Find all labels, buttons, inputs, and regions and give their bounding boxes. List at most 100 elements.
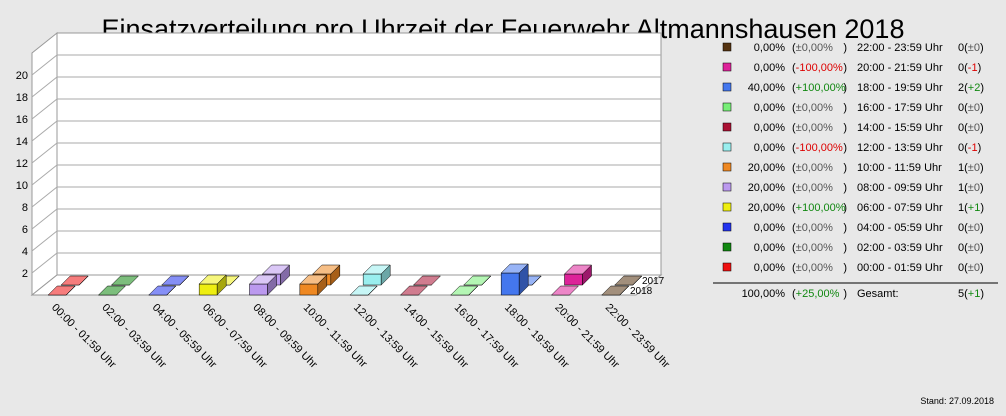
legend-change: (±0,00% <box>792 182 833 194</box>
grid-line <box>31 230 661 252</box>
grid-line <box>31 98 661 120</box>
legend-pct: 0,00% <box>754 142 785 154</box>
legend-count: 1(+1) <box>958 202 984 214</box>
series-label-2018: 2018 <box>630 286 653 297</box>
legend-range: 04:00 - 05:59 Uhr <box>857 222 943 234</box>
bar-2017 <box>60 275 89 286</box>
legend-pct: 0,00% <box>754 242 785 254</box>
total-delta: +1 <box>968 288 981 300</box>
legend-row: 40,00% (+100,00%) 18:00 - 19:59 Uhr 2(+2) <box>722 82 984 94</box>
legend-change-value: ±0,00% <box>796 42 833 54</box>
legend: 0,00% (±0,00%) 22:00 - 23:59 Uhr 0(±0)0,00%… <box>713 42 998 300</box>
legend-pct: 20,00% <box>748 182 786 194</box>
legend-count: 0(±0) <box>958 102 984 114</box>
legend-swatch <box>722 242 732 252</box>
legend-pct: 0,00% <box>754 62 785 74</box>
legend-swatch <box>722 142 732 152</box>
legend-count: 0(±0) <box>958 242 984 254</box>
bar-2018 <box>97 285 127 296</box>
legend-close: ) <box>843 262 847 274</box>
bar-2018 <box>450 285 479 296</box>
legend-swatch <box>722 182 732 192</box>
legend-count: 0(-1) <box>958 142 981 154</box>
legend-row: 0,00% (±0,00%) 04:00 - 05:59 Uhr 0(±0) <box>722 222 984 234</box>
legend-row: 0,00% (±0,00%) 00:00 - 01:59 Uhr 0(±0) <box>722 262 984 274</box>
legend-row: 0,00% (±0,00%) 02:00 - 03:59 Uhr 0(±0) <box>722 242 984 254</box>
legend-delta: ±0 <box>968 162 980 174</box>
legend-delta: ±0 <box>968 122 980 134</box>
legend-close: ) <box>843 122 847 134</box>
legend-change: (±0,00% <box>792 262 833 274</box>
legend-change-value: +100,00% <box>796 202 846 214</box>
legend-change-value: -100,00% <box>796 142 843 154</box>
total-change: (+25,00% <box>792 288 840 300</box>
bar-2017 <box>412 275 442 286</box>
legend-pct: 20,00% <box>748 162 786 174</box>
legend-pct: 0,00% <box>754 42 785 54</box>
y-tick-label: 2 <box>22 268 28 280</box>
y-tick-label: 6 <box>22 224 28 236</box>
legend-change-value: ±0,00% <box>796 102 833 114</box>
legend-swatch <box>722 62 732 72</box>
legend-close: ) <box>843 42 847 54</box>
legend-swatch <box>722 262 732 272</box>
legend-pct: 0,00% <box>754 102 785 114</box>
grid-line <box>31 164 661 186</box>
legend-row: 20,00% (+100,00%) 06:00 - 07:59 Uhr 1(+1) <box>722 202 984 214</box>
bar-2017 <box>463 275 492 286</box>
legend-count: 0(±0) <box>958 222 984 234</box>
legend-count: 1(±0) <box>958 182 984 194</box>
grid-line <box>31 142 661 164</box>
grid-line <box>31 186 661 208</box>
legend-change-value: ±0,00% <box>796 222 833 234</box>
y-tick-label: 10 <box>16 180 28 192</box>
legend-change: (+100,00% <box>792 82 846 94</box>
legend-close: ) <box>843 222 847 234</box>
y-tick-label: 16 <box>16 114 28 126</box>
bar-2018 <box>399 285 429 296</box>
bar-2018 <box>47 285 76 296</box>
legend-close: ) <box>843 162 847 174</box>
total-count: 5(+1) <box>958 288 984 300</box>
legend-count: 0(±0) <box>958 122 984 134</box>
grid-line <box>31 252 661 274</box>
legend-close: ) <box>843 242 847 254</box>
total-label: Gesamt: <box>857 288 899 300</box>
legend-close: ) <box>843 82 847 94</box>
legend-row: 0,00% (±0,00%) 14:00 - 15:59 Uhr 0(±0) <box>722 122 984 134</box>
legend-change-value: ±0,00% <box>796 242 833 254</box>
legend-count: 1(±0) <box>958 162 984 174</box>
bar-2017 <box>110 275 140 286</box>
legend-delta: ±0 <box>968 262 980 274</box>
legend-change-value: ±0,00% <box>796 162 833 174</box>
legend-row: 0,00% (-100,00%) 20:00 - 21:59 Uhr 0(-1) <box>722 62 981 74</box>
legend-change: (±0,00% <box>792 242 833 254</box>
legend-delta: +1 <box>968 202 981 214</box>
legend-swatch <box>722 222 732 232</box>
legend-swatch <box>722 202 732 212</box>
legend-change-value: +100,00% <box>796 82 846 94</box>
bar-2017 <box>362 264 391 286</box>
legend-row: 0,00% (±0,00%) 16:00 - 17:59 Uhr 0(±0) <box>722 102 984 114</box>
legend-delta: +2 <box>968 82 981 94</box>
y-tick-label: 12 <box>16 158 28 170</box>
plot-back-wall <box>56 32 662 276</box>
legend-range: 14:00 - 15:59 Uhr <box>857 122 943 134</box>
y-tick-label: 8 <box>22 202 28 214</box>
legend-change-value: ±0,00% <box>796 182 833 194</box>
y-tick-label: 18 <box>16 92 28 104</box>
legend-change: (-100,00% <box>792 62 843 74</box>
legend-close: ) <box>843 142 847 154</box>
series-label-2017: 2017 <box>642 276 665 287</box>
legend-change: (±0,00% <box>792 222 833 234</box>
legend-range: 02:00 - 03:59 Uhr <box>857 242 943 254</box>
legend-change-value: ±0,00% <box>796 262 833 274</box>
legend-change: (+100,00% <box>792 202 846 214</box>
legend-row: 0,00% (-100,00%) 12:00 - 13:59 Uhr 0(-1) <box>722 142 981 154</box>
bar-2018 <box>148 285 177 296</box>
legend-change: (±0,00% <box>792 102 833 114</box>
total-pct: 100,00% <box>742 288 786 300</box>
legend-swatch <box>722 42 732 52</box>
legend-delta: -1 <box>968 62 978 74</box>
legend-delta: ±0 <box>968 222 980 234</box>
